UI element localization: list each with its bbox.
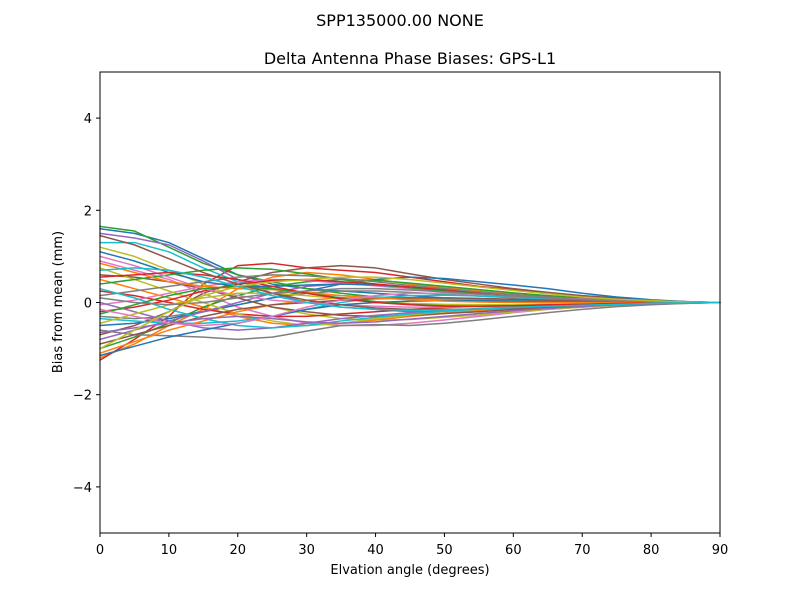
x-tick-label: 10: [161, 543, 178, 558]
series-line-39: [99, 276, 721, 350]
x-tick-label: 70: [574, 543, 591, 558]
y-axis: 4 2 0 −2 −4: [73, 112, 100, 496]
y-tick-label: −2: [73, 389, 92, 404]
series-line-38: [99, 287, 721, 306]
y-tick-label: −4: [73, 481, 92, 496]
series-line-32: [99, 262, 721, 304]
x-axis: 0 10 20 30 40 50 60 70 80 90: [96, 533, 728, 558]
x-tick-label: 50: [436, 543, 453, 558]
x-tick-label: 60: [505, 543, 522, 558]
x-tick-label: 30: [298, 543, 315, 558]
x-tick-label: 20: [230, 543, 247, 558]
y-axis-label: Bias from mean (mm): [51, 231, 66, 373]
x-tick-label: 40: [367, 543, 384, 558]
y-tick-label: 0: [84, 297, 92, 312]
chart-title: Delta Antenna Phase Biases: GPS-L1: [264, 49, 556, 68]
plot-area: [99, 71, 721, 534]
x-axis-label: Elvation angle (degrees): [330, 563, 489, 578]
series-layer: [99, 225, 721, 361]
series-line-40: [99, 267, 721, 312]
figure-suptitle: SPP135000.00 NONE: [316, 11, 484, 30]
series-line-18: [99, 301, 721, 341]
series-line-34: [99, 271, 721, 307]
x-tick-label: 80: [643, 543, 660, 558]
x-tick-label: 90: [712, 543, 729, 558]
y-tick-label: 4: [84, 112, 92, 127]
x-tick-label: 0: [96, 543, 104, 558]
y-tick-label: 2: [84, 204, 92, 219]
